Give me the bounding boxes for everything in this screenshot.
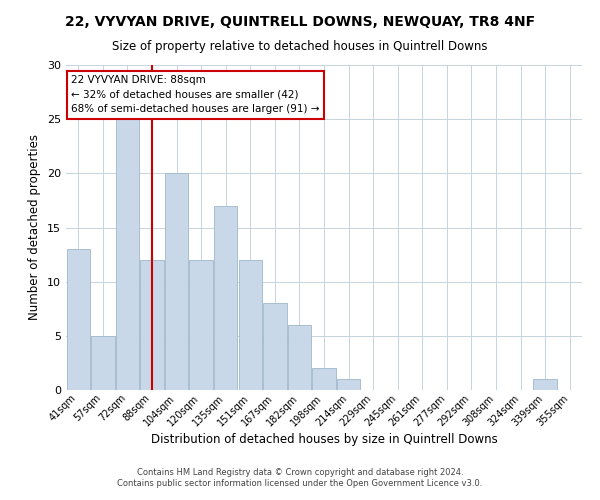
- Text: 22, VYVYAN DRIVE, QUINTRELL DOWNS, NEWQUAY, TR8 4NF: 22, VYVYAN DRIVE, QUINTRELL DOWNS, NEWQU…: [65, 15, 535, 29]
- Bar: [140, 260, 164, 390]
- Text: 22 VYVYAN DRIVE: 88sqm
← 32% of detached houses are smaller (42)
68% of semi-det: 22 VYVYAN DRIVE: 88sqm ← 32% of detached…: [71, 74, 320, 114]
- Bar: [533, 379, 557, 390]
- Bar: [190, 260, 213, 390]
- Bar: [263, 304, 287, 390]
- Bar: [214, 206, 238, 390]
- Bar: [91, 336, 115, 390]
- Bar: [239, 260, 262, 390]
- Bar: [288, 325, 311, 390]
- Bar: [67, 249, 90, 390]
- Bar: [313, 368, 335, 390]
- Bar: [116, 119, 139, 390]
- Bar: [165, 174, 188, 390]
- Text: Contains HM Land Registry data © Crown copyright and database right 2024.
Contai: Contains HM Land Registry data © Crown c…: [118, 468, 482, 487]
- Bar: [337, 379, 360, 390]
- X-axis label: Distribution of detached houses by size in Quintrell Downs: Distribution of detached houses by size …: [151, 434, 497, 446]
- Y-axis label: Number of detached properties: Number of detached properties: [28, 134, 41, 320]
- Text: Size of property relative to detached houses in Quintrell Downs: Size of property relative to detached ho…: [112, 40, 488, 53]
